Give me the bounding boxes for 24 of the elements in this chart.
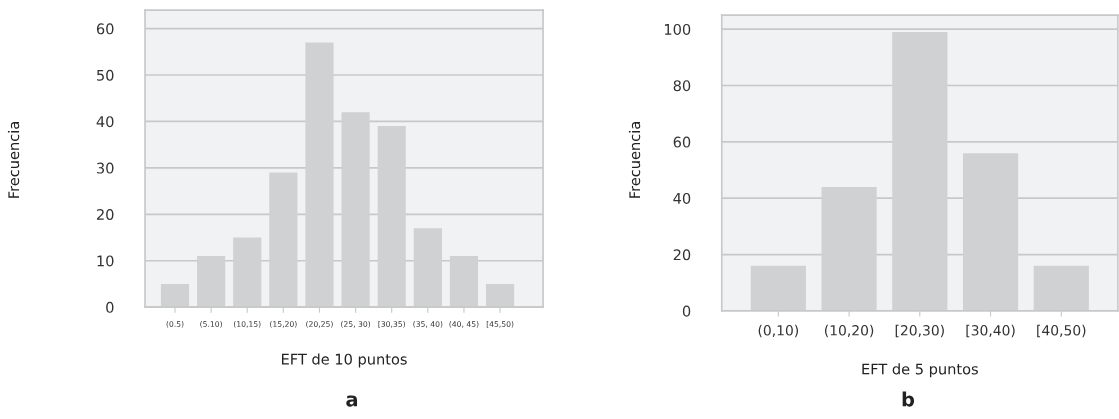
text: b bbox=[902, 391, 915, 407]
y-tick-label: 20 bbox=[96, 209, 114, 221]
x-tick-label: [30,40) bbox=[966, 324, 1015, 338]
y-tick-label: 0 bbox=[106, 301, 114, 313]
y-axis-title: Frecuencia bbox=[628, 122, 641, 198]
y-tick-label: 80 bbox=[673, 80, 691, 92]
x-tick-label: [40,50) bbox=[1037, 324, 1086, 338]
y-tick-label: 60 bbox=[96, 23, 114, 35]
y-tick-label: 60 bbox=[673, 136, 691, 148]
text: a bbox=[346, 395, 358, 407]
y-tick-label: 10 bbox=[97, 255, 114, 267]
y-tick-label: 100 bbox=[664, 23, 691, 35]
y-tick-label: 20 bbox=[673, 249, 691, 261]
y-axis-title: Frecuencia bbox=[7, 122, 20, 198]
x-tick-label: (10,20) bbox=[824, 324, 874, 338]
y-tick-label: 40 bbox=[96, 116, 114, 128]
y-tick-label: 30 bbox=[97, 162, 114, 174]
x-axis-title: EFT de 5 puntos bbox=[862, 363, 978, 378]
y-tick-label: 0 bbox=[682, 305, 691, 317]
x-tick-label: (0,10) bbox=[758, 324, 799, 338]
y-tick-label: 50 bbox=[97, 69, 114, 81]
x-tick-label: [20,30) bbox=[895, 324, 944, 338]
y-tick-label: 40 bbox=[673, 192, 691, 204]
x-axis-title: EFT de 10 puntos bbox=[282, 353, 407, 368]
